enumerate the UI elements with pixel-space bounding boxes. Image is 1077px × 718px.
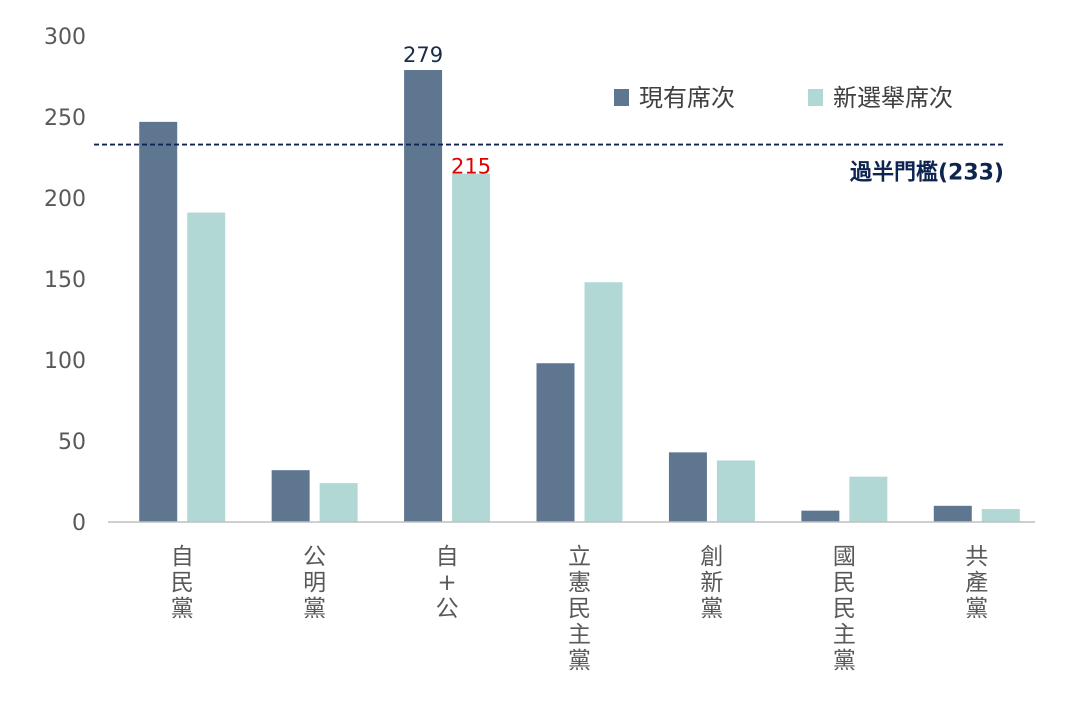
x-category-char: 國 (833, 544, 856, 570)
bar-current-seats (271, 470, 310, 522)
x-category-char: 公 (436, 596, 459, 622)
x-category-label: 共產黨 (965, 544, 988, 622)
threshold-label: 過半門檻(233) (850, 160, 1004, 186)
legend-swatch (614, 89, 629, 106)
x-category-char: 共 (965, 544, 988, 570)
bar-new-seats (319, 483, 358, 522)
bar-new-seats (981, 509, 1020, 522)
bars-layer (139, 70, 1020, 523)
x-category-char: + (437, 570, 456, 596)
x-category-char: 公 (303, 544, 326, 570)
x-category-char: 黨 (700, 596, 723, 622)
x-category-char: 明 (303, 570, 326, 596)
x-category-char: 創 (700, 544, 723, 570)
x-category-char: 新 (700, 570, 723, 596)
legend: 現有席次 新選舉席次 (614, 84, 953, 112)
bar-current-seats (668, 452, 707, 522)
bar-new-seats (849, 476, 888, 522)
x-category-char: 民 (171, 570, 194, 596)
bar-current-seats (404, 70, 443, 523)
y-tick-label: 250 (44, 106, 86, 131)
bar-current-seats (536, 363, 575, 522)
x-category-char: 立 (568, 544, 591, 570)
y-tick-label: 50 (58, 430, 86, 455)
x-category-char: 憲 (568, 570, 591, 596)
y-tick-label: 150 (44, 268, 86, 293)
x-category-char: 民 (568, 596, 591, 622)
legend-swatch (808, 89, 823, 106)
x-category-char: 黨 (171, 596, 194, 622)
bar-current-seats (933, 505, 972, 522)
x-category-char: 民 (833, 570, 856, 596)
y-tick-label: 0 (72, 511, 86, 536)
bar-new-seats (716, 460, 755, 522)
x-category-char: 黨 (965, 596, 988, 622)
x-category-char: 產 (965, 570, 988, 596)
bar-new-seats (452, 173, 491, 522)
x-category-char: 民 (833, 596, 856, 622)
legend-label: 現有席次 (639, 84, 735, 112)
bar-new-seats (584, 282, 623, 522)
x-category-label: 自+公 (436, 544, 459, 622)
bar-current-seats (139, 121, 178, 523)
x-category-char: 主 (568, 622, 591, 648)
bar-new-seats (187, 212, 226, 522)
x-category-char: 黨 (568, 648, 591, 674)
x-category-label: 自民黨 (171, 544, 194, 622)
x-category-char: 黨 (303, 596, 326, 622)
y-axis: 0 50 100 150 200 250 300 (44, 25, 86, 536)
x-category-char: 黨 (833, 648, 856, 674)
legend-label: 新選舉席次 (833, 84, 953, 112)
y-tick-label: 100 (44, 349, 86, 374)
x-category-char: 自 (171, 544, 194, 570)
y-tick-label: 200 (44, 187, 86, 212)
bar-current-seats (801, 510, 840, 522)
y-tick-label: 300 (44, 25, 86, 50)
x-category-label: 公明黨 (303, 544, 326, 622)
x-category-char: 自 (436, 544, 459, 570)
data-labels: 279 215 (403, 43, 491, 179)
x-category-label: 創新黨 (700, 544, 723, 622)
data-label: 215 (451, 155, 491, 179)
x-category-char: 主 (833, 622, 856, 648)
data-label: 279 (403, 43, 443, 67)
